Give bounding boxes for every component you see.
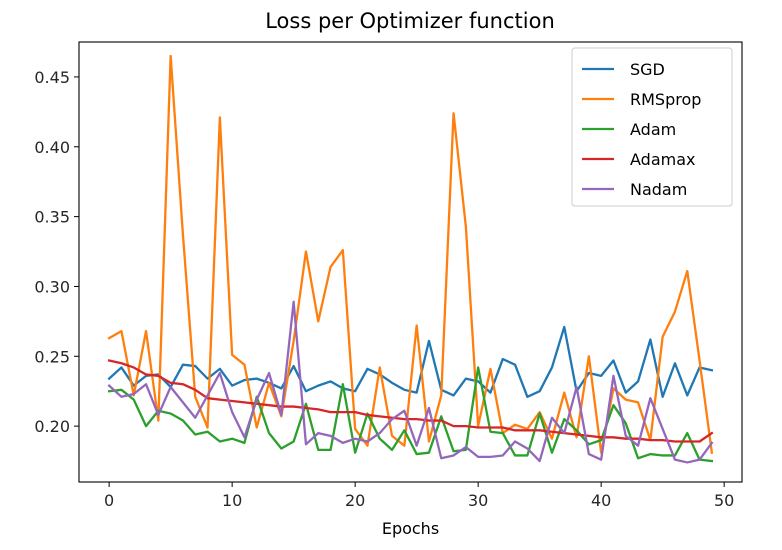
series-line-nadam: [107, 300, 714, 464]
x-tick-label: 50: [714, 491, 734, 510]
series-line-adam: [107, 366, 714, 463]
legend-label-adamax: Adamax: [630, 150, 695, 169]
legend-label-nadam: Nadam: [630, 180, 687, 199]
legend: SGD RMSprop Adam Adamax Nadam: [571, 47, 733, 207]
x-axis-label: Epochs: [382, 519, 439, 538]
x-tick-label: 10: [222, 491, 242, 510]
legend-label-rmsprop: RMSprop: [630, 90, 701, 109]
y-tick-label: 0.45: [34, 68, 70, 87]
y-tick-label: 0.40: [34, 138, 70, 157]
x-tick-label: 30: [468, 491, 488, 510]
chart-title: Loss per Optimizer function: [265, 9, 555, 33]
y-tick-label: 0.30: [34, 277, 70, 296]
y-tick-label: 0.20: [34, 417, 70, 436]
x-tick-label: 0: [104, 491, 114, 510]
series-line-adamax: [107, 359, 714, 443]
series-line-rmsprop: [107, 54, 714, 454]
legend-box: [571, 47, 733, 207]
y-tick-label: 0.35: [34, 208, 70, 227]
y-axis-ticks: 0.20 0.25 0.30 0.35 0.40 0.45: [34, 68, 79, 436]
x-tick-label: 20: [345, 491, 365, 510]
legend-label-adam: Adam: [630, 120, 676, 139]
x-axis-ticks: 0 10 20 30 40 50: [104, 482, 734, 510]
plot-area: [107, 54, 714, 464]
x-tick-label: 40: [591, 491, 611, 510]
legend-label-sgd: SGD: [630, 60, 665, 79]
plot-frame: [78, 41, 743, 483]
y-tick-label: 0.25: [34, 347, 70, 366]
